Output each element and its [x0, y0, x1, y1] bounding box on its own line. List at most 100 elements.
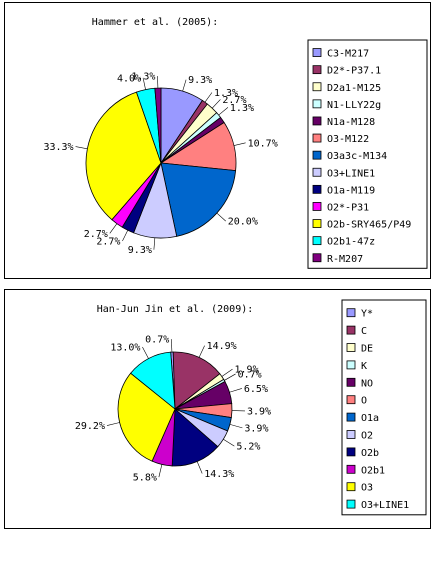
legend-entry: O2: [361, 431, 373, 442]
pie-slice-o3-line1: [130, 351, 176, 410]
pie-slice-o2b-sry465-p49: [85, 91, 162, 221]
legend-entry: O2b1-47z: [327, 237, 375, 248]
data-label: 14.9%: [207, 341, 237, 352]
leader-line: [196, 461, 203, 474]
legend-swatch: [346, 343, 356, 352]
legend-box: [307, 39, 428, 269]
legend-entry: NO: [361, 378, 373, 389]
data-label: 0.7%: [238, 369, 262, 380]
legend-swatch: [346, 325, 356, 335]
legend-swatch: [346, 447, 356, 457]
data-label: 9.3%: [128, 245, 152, 256]
legend-entry: O3+LINE1: [327, 168, 375, 179]
leader-line: [182, 79, 187, 92]
leader-line: [233, 142, 246, 146]
legend-swatch: [312, 99, 322, 109]
pie-chart-jin: Han-Jun Jin et al. (2009):0.7%14.9%1.9%0…: [75, 299, 427, 516]
pie-slice-o2b: [171, 408, 219, 467]
leader-line: [122, 230, 129, 242]
pie-chart-hammer: Hammer et al. (2005):9.3%1.3%2.7%1.3%10.…: [43, 17, 428, 269]
leader-line: [229, 424, 243, 429]
legend-entry: C3-M217: [327, 49, 369, 60]
leader-line: [221, 368, 233, 377]
legend-entry: O3a3c-M134: [327, 151, 387, 162]
legend-entry: O2b-SRY465/P49: [327, 220, 411, 231]
data-label: 2.7%: [96, 236, 120, 247]
chart-title: Han-Jun Jin et al. (2009):: [97, 304, 254, 315]
data-label: 9.3%: [188, 75, 212, 86]
leader-line: [75, 146, 88, 150]
legend-entry: O3: [361, 483, 373, 494]
legend-swatch: [346, 308, 356, 318]
leader-line: [211, 99, 221, 109]
data-label: 2.7%: [222, 95, 246, 106]
legend-entry: DE: [361, 344, 373, 355]
leader-line: [198, 345, 205, 358]
legend-entry: O2b1: [361, 465, 385, 476]
chart-title: Hammer et al. (2005):: [92, 17, 218, 28]
legend-swatch: [312, 48, 322, 57]
data-label: 1.3%: [131, 72, 155, 83]
legend-swatch: [312, 253, 322, 263]
pie-slices: [85, 87, 237, 239]
data-label: 4.0%: [117, 73, 141, 84]
legend-entry: N1-LLY22g: [327, 100, 381, 111]
legend-entry: D2*-P37.1: [327, 66, 381, 77]
leader-line: [216, 212, 226, 222]
legend-swatch: [346, 464, 356, 474]
legend-entry: O1a: [361, 413, 379, 424]
data-label: 1.3%: [214, 88, 238, 99]
data-label: 1.3%: [230, 103, 254, 114]
leader-line: [218, 107, 229, 116]
legend-entry: Y*: [361, 309, 373, 320]
legend-swatch: [346, 482, 356, 492]
legend-entry: R-M207: [327, 254, 363, 265]
legend-swatch: [312, 202, 322, 211]
chart-panel-jin: Han-Jun Jin et al. (2009): 0.7% 14.9% 1.9% 0…: [4, 289, 431, 529]
legend-swatch: [312, 236, 322, 246]
legend-swatch: [312, 184, 322, 194]
leader-line: [224, 373, 236, 381]
chart-panel-hammer: Hammer et al. (2005): 9.3% 1.3% 2.7% 1.3% 10.…: [4, 2, 431, 279]
data-label: 33.3%: [43, 142, 73, 153]
data-label: 5.8%: [133, 473, 157, 484]
legend-entry: O: [361, 396, 367, 407]
leader-line: [204, 92, 213, 103]
data-label: 5.2%: [236, 442, 260, 453]
leader-line: [158, 464, 163, 478]
leader-line: [170, 339, 173, 353]
legend-swatch: [346, 430, 356, 439]
legend: C3-M217 D2*-P37.1 D2a1-M125 N1-LLY22g N1a-M1…: [307, 39, 428, 269]
legend-swatch: [346, 360, 356, 370]
data-label: 10.7%: [248, 138, 278, 149]
legend-swatch: [312, 167, 322, 177]
legend-entry: N1a-M128: [327, 117, 375, 128]
leader-line: [106, 422, 120, 426]
legend-entry: C: [361, 326, 367, 337]
pie-slice-o3: [117, 372, 176, 462]
legend-swatch: [346, 377, 356, 387]
legend-entry: D2a1-M125: [327, 83, 381, 94]
legend-entry: O3+LINE1: [361, 500, 409, 511]
legend-swatch: [312, 150, 322, 160]
legend-entry: O2*-P31: [327, 202, 369, 213]
leader-line: [142, 346, 149, 359]
leader-line: [229, 388, 242, 393]
leader-line: [142, 77, 146, 90]
legend-entry: O1a-M119: [327, 185, 375, 196]
legend-swatch: [312, 116, 322, 126]
legend-swatch: [312, 133, 322, 143]
legend-swatch: [312, 65, 322, 75]
data-label: 29.2%: [75, 421, 105, 432]
pie-slice-c: [172, 351, 221, 410]
data-label: 14.3%: [204, 469, 234, 480]
legend-swatch: [346, 395, 356, 405]
data-label: 6.5%: [244, 384, 268, 395]
legend-entry: O3-M122: [327, 134, 369, 145]
legend-swatch: [346, 499, 356, 509]
legend-swatch: [346, 412, 356, 422]
pie-slices: [117, 351, 233, 467]
leader-line: [223, 438, 235, 447]
data-label: 20.0%: [228, 217, 258, 228]
data-label: 3.9%: [244, 423, 268, 434]
